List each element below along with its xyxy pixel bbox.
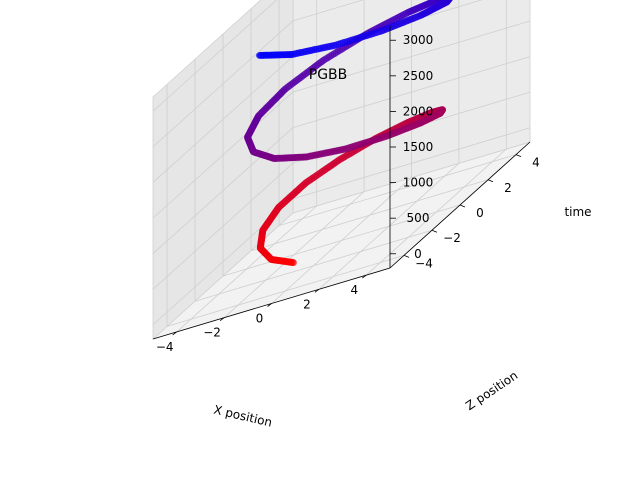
x-tick-label: 0 <box>256 312 264 326</box>
x-tick-label: 4 <box>350 283 358 297</box>
z-tick-label: 500 <box>407 211 430 225</box>
z-tick-label: 2500 <box>403 69 434 83</box>
z-grid-back <box>292 20 531 93</box>
y-grid-floor <box>250 179 489 252</box>
z-axis-label: time <box>564 205 591 219</box>
y-tick-label: 4 <box>532 156 540 170</box>
z-tick-label: 1500 <box>403 140 434 154</box>
x-tick-label: −4 <box>156 340 174 354</box>
y-axis-label: Z position <box>463 368 520 413</box>
y-tick-label: −4 <box>415 256 433 270</box>
data-point <box>256 52 263 59</box>
y-tick-label: 2 <box>504 181 512 195</box>
tick-labels: −4 −2 0 2 4 −4 −2 0 2 4 0 500 1000 1500 2000 2500 3000 <box>152 26 540 354</box>
z-grid-left <box>152 56 294 183</box>
x-tick-label: −2 <box>203 326 221 340</box>
data-points <box>244 0 453 267</box>
y-grid-floor <box>194 229 433 302</box>
x-axis-line <box>152 267 391 340</box>
y-tick <box>459 204 466 208</box>
y-grid-floor <box>222 204 461 277</box>
y-grid-floor <box>166 255 405 327</box>
y-tick <box>431 229 438 233</box>
y-tick <box>515 154 522 157</box>
y-tick <box>487 179 494 183</box>
y-axis-line <box>389 141 531 269</box>
z-grid-back <box>292 127 531 200</box>
y-grid-floor <box>278 154 517 226</box>
z-grid-left <box>152 0 278 112</box>
z-tick-label: 2000 <box>403 104 434 118</box>
chart-title: PGBB <box>309 67 348 83</box>
z-grid-left <box>152 162 294 290</box>
y-tick <box>403 255 410 258</box>
x-tick-label: 2 <box>303 297 311 311</box>
z-tick-label: 1000 <box>403 176 434 190</box>
z-tick-label: 3000 <box>403 33 434 47</box>
z-tick-label: 0 <box>414 247 422 261</box>
y-tick-label: −2 <box>443 231 461 245</box>
x-axis-label: X position <box>212 403 273 430</box>
z-grid-back <box>292 0 364 22</box>
y-tick-label: 0 <box>476 206 484 220</box>
z-grid-back <box>292 56 531 128</box>
z-grid-left <box>152 20 294 148</box>
z-grid-left <box>152 91 294 219</box>
z-grid-left <box>152 127 294 254</box>
